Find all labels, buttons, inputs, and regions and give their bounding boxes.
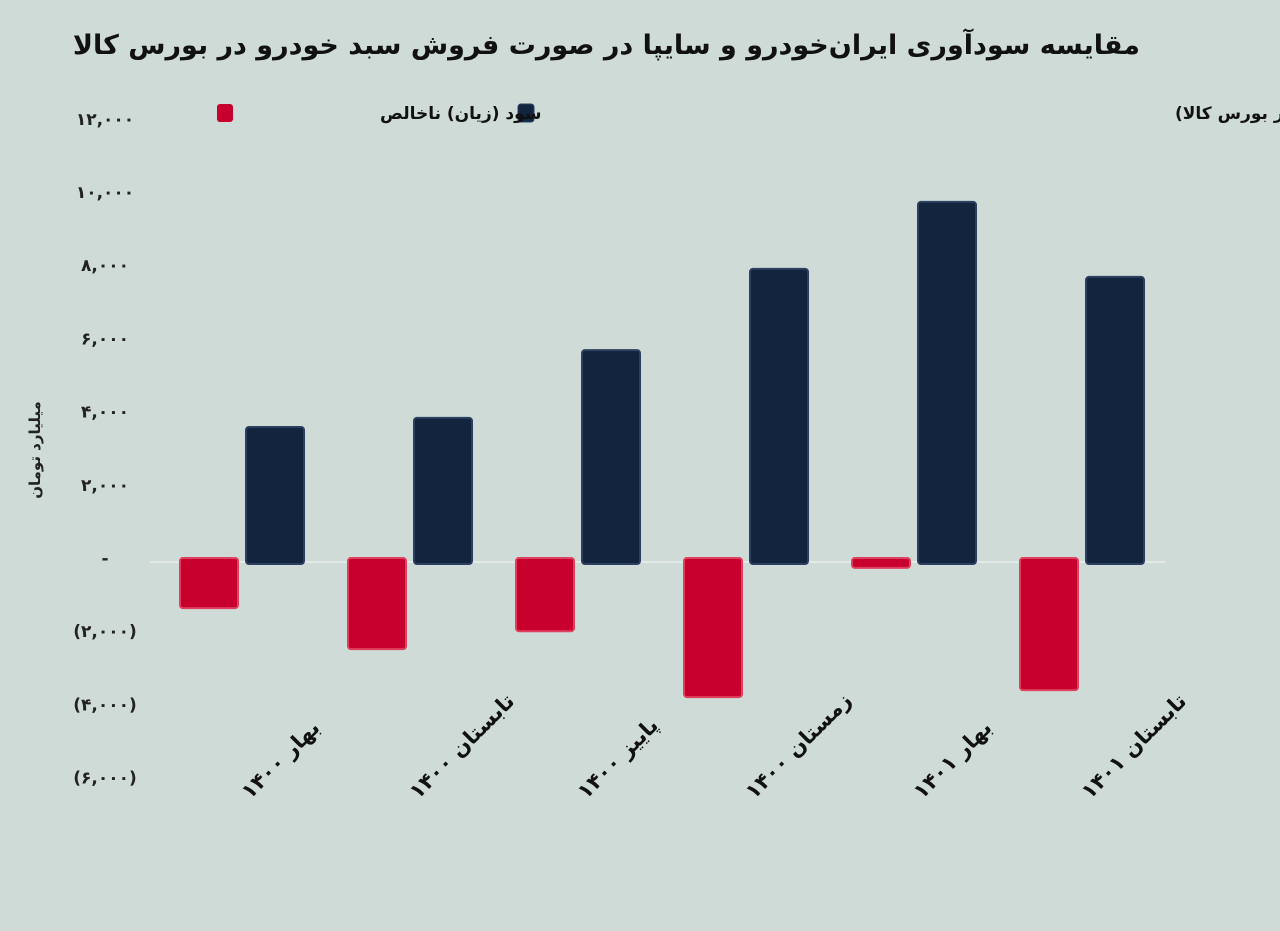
- bar-gross-profit-exchange: [1085, 275, 1145, 565]
- legend-swatch-exchange: [517, 103, 535, 123]
- bar-gross-profit-exchange: [581, 349, 641, 565]
- y-tick-label: ۴,۰۰۰: [81, 403, 129, 423]
- y-tick-label: ۱۲,۰۰۰: [76, 110, 134, 130]
- x-tick-label: پاییز ۱۴۰۰: [573, 713, 663, 803]
- bar-gross-profit: [179, 557, 239, 610]
- legend-swatch-gross: [217, 104, 233, 122]
- bar-gross-profit: [515, 557, 575, 633]
- x-tick-label: زمستان ۱۴۰۰: [741, 688, 857, 804]
- legend-label-exchange: سود (زیان) ناخالص (با فرض فروش سبد محصول…: [1175, 104, 1280, 124]
- y-tick-label: ۱۰,۰۰۰: [76, 183, 134, 203]
- y-tick-label: ۸,۰۰۰: [81, 256, 129, 276]
- x-tick-label: بهار ۱۴۰۰: [237, 716, 325, 804]
- bar-gross-profit-exchange: [917, 200, 977, 566]
- legend-label-gross: سود (زیان) ناخالص: [380, 104, 542, 124]
- x-tick-label: بهار ۱۴۰۱: [909, 716, 997, 804]
- bar-gross-profit: [683, 557, 743, 699]
- x-tick-label: تابستان ۱۴۰۱: [1077, 689, 1192, 804]
- bar-gross-profit-exchange: [245, 425, 305, 565]
- x-tick-label: تابستان ۱۴۰۰: [405, 689, 520, 804]
- bar-gross-profit: [347, 557, 407, 651]
- y-tick-label: ۲,۰۰۰: [81, 476, 129, 496]
- bar-gross-profit-exchange: [413, 416, 473, 565]
- y-tick-label: (۶,۰۰۰): [73, 769, 137, 789]
- y-tick-label: (۲,۰۰۰): [73, 622, 137, 642]
- y-axis-label: میلیارد تومان: [26, 401, 44, 499]
- y-tick-label: -: [101, 549, 108, 569]
- bar-gross-profit-exchange: [749, 267, 809, 565]
- y-tick-label: ۶,۰۰۰: [81, 329, 129, 349]
- chart-title: مقایسه سودآوری ایران‌خودرو و سایپا در صو…: [72, 30, 1140, 61]
- bar-gross-profit: [1019, 557, 1079, 692]
- bar-gross-profit: [851, 557, 911, 569]
- y-tick-label: (۴,۰۰۰): [73, 695, 137, 715]
